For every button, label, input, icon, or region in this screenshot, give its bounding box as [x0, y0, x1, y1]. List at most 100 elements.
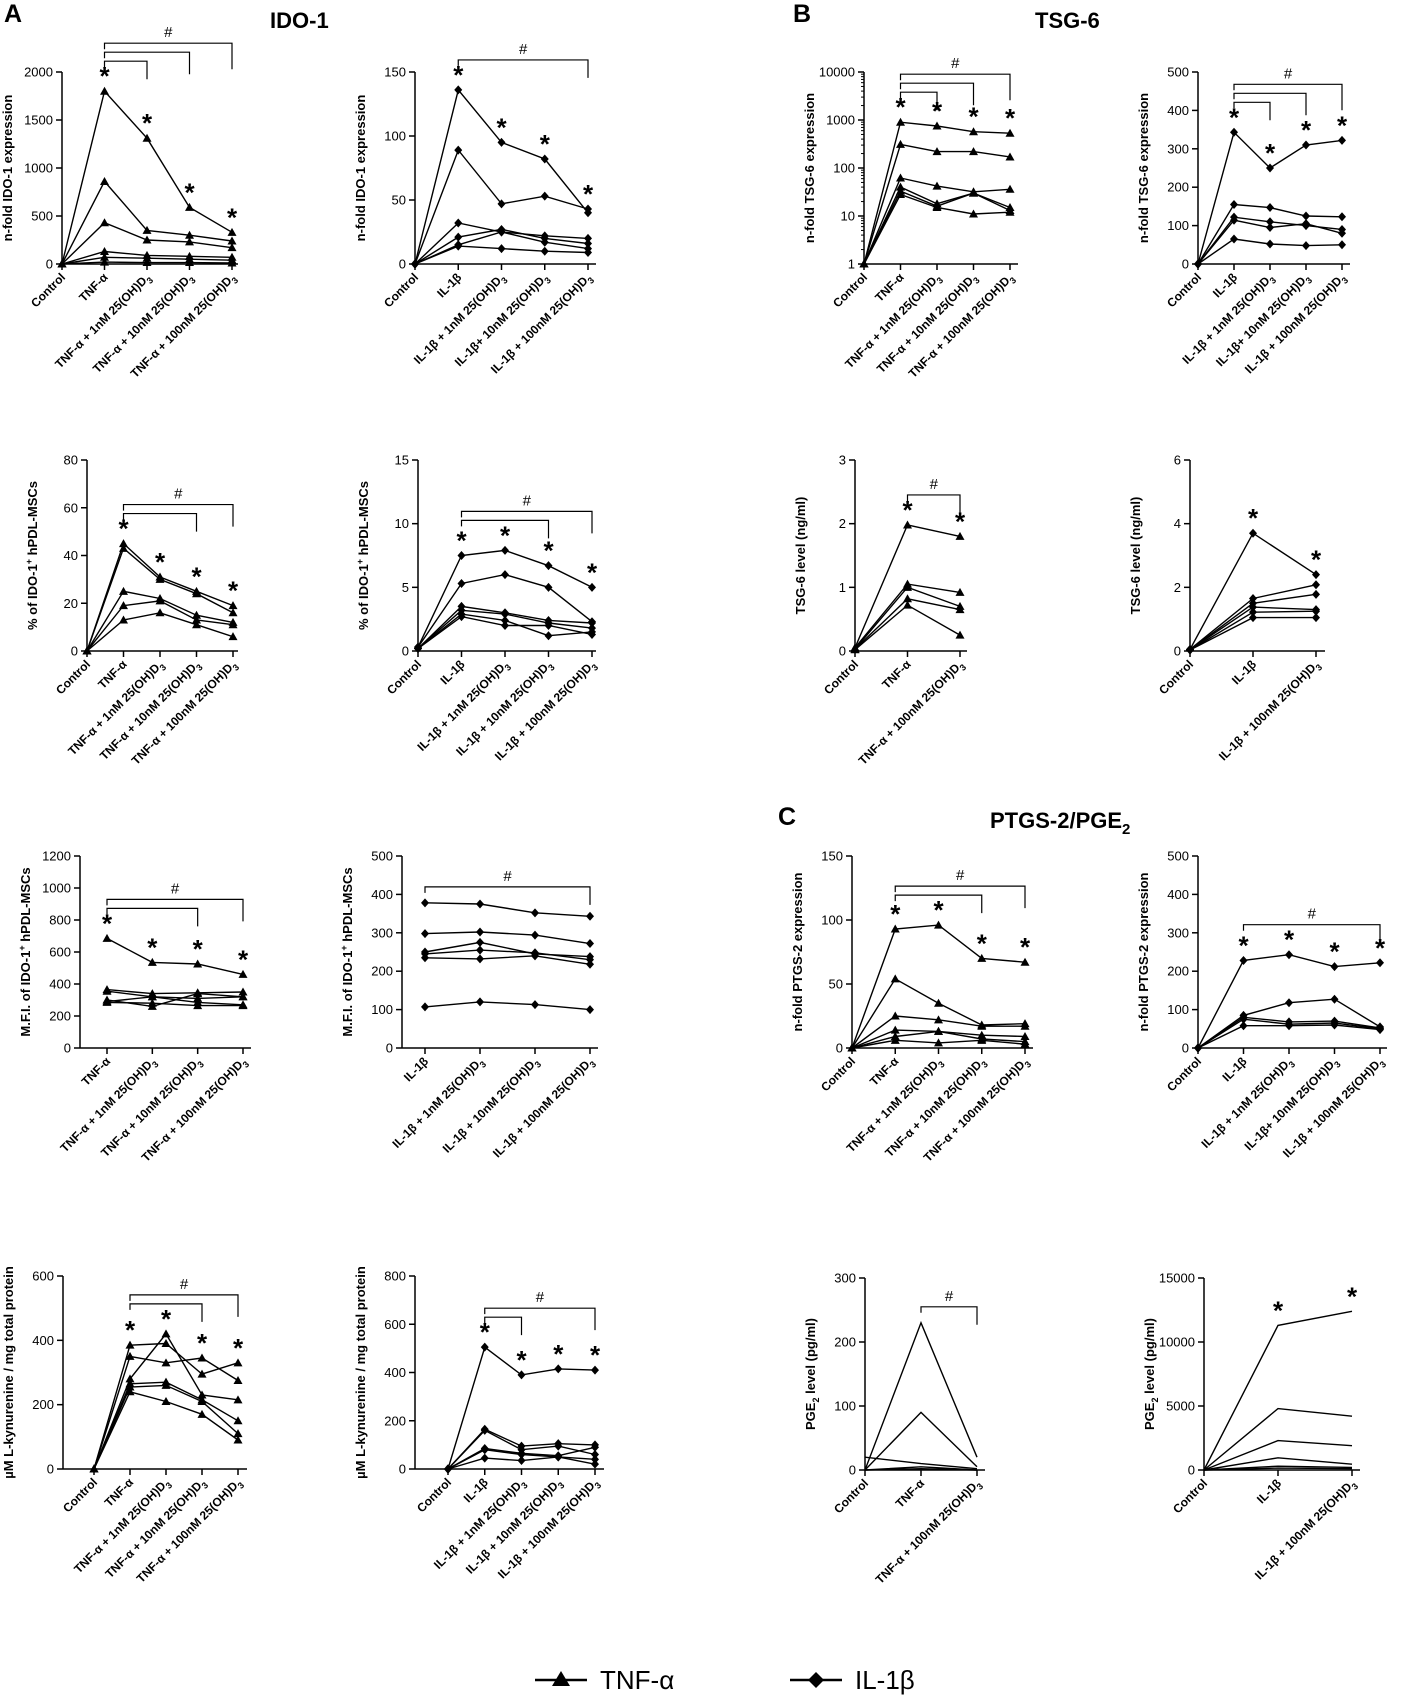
x-category-text: IL-1β+ 10nM 25(OH)D [1242, 1058, 1338, 1154]
y-tick-label: 1000 [42, 881, 71, 896]
triangle-marker [100, 176, 109, 185]
diamond-marker [497, 137, 506, 147]
x-category-text: TNF-α [79, 1054, 114, 1089]
significance-star: * [583, 179, 594, 209]
bracket-label: # [519, 41, 528, 58]
y-axis-label: PGE2 level (pg/ml) [803, 1318, 821, 1430]
triangle-marker [227, 243, 237, 252]
triangle-marker [238, 969, 248, 978]
comparison-bracket [103, 42, 233, 70]
diamond-marker [421, 953, 429, 963]
x-category-subscript: 3 [195, 1059, 206, 1070]
triangle-marker [238, 1001, 248, 1010]
significance-star: * [1311, 545, 1322, 575]
series-line [864, 1467, 978, 1471]
y-axis-label: µM L-kynurenine / mg total protein [353, 1266, 368, 1479]
series [102, 997, 248, 1010]
triangle-marker [161, 1358, 171, 1367]
diamond-marker [421, 929, 429, 939]
x-category-subscript: 3 [1287, 1059, 1298, 1070]
diamond-marker [476, 899, 484, 909]
series [414, 612, 596, 653]
y-tick-label: 800 [384, 1269, 406, 1284]
triangle-marker [896, 173, 905, 182]
comparison-bracket [460, 510, 593, 534]
legend: TNF-α IL-1β [535, 1665, 915, 1695]
y-axis-label: TSG-6 level (ng/ml) [793, 497, 808, 615]
x-category-subscript: 3 [1332, 1059, 1343, 1070]
x-category-text: Control [53, 657, 93, 697]
chart-tsg_mrna_il1b: 0 100 200 300 400 500 n-fold TSG-6 expression C… [1136, 65, 1351, 377]
x-category-subscript: 3 [145, 275, 156, 286]
x-category-text: TNF-α + 100nM 25(OH)D [873, 1480, 980, 1587]
diamond-marker [501, 609, 509, 619]
x-category-text: IL-1β [1229, 657, 1259, 687]
significance-star: * [453, 60, 464, 90]
y-tick-label: 0 [1188, 1463, 1195, 1478]
triangle-marker [934, 1015, 943, 1024]
triangle-marker [969, 188, 978, 197]
x-category-subscript: 3 [1340, 275, 1351, 286]
diamond-marker [540, 237, 549, 247]
series-line [1203, 1439, 1353, 1471]
comparison-bracket [106, 907, 199, 927]
triangle-marker [119, 601, 128, 610]
bracket-label: # [1308, 906, 1317, 923]
x-category-label: IL-1β [437, 657, 467, 687]
comparison-bracket [457, 59, 589, 78]
x-category-text: Control [830, 270, 870, 310]
significance-star: * [155, 547, 166, 577]
triangle-marker [977, 1035, 987, 1044]
y-tick-label: 1200 [42, 849, 71, 864]
diamond-marker [544, 561, 553, 571]
series-line [1189, 532, 1317, 650]
series [864, 1411, 978, 1471]
x-category-text: Control [28, 270, 68, 310]
y-axis-label-part: M.F.I. of IDO-1 [18, 951, 33, 1037]
significance-star: * [1301, 115, 1312, 145]
x-category-subscript: 3 [200, 1480, 211, 1491]
x-category-label: IL-1β [461, 1475, 491, 1505]
legend-item-tnf: TNF-α [535, 1665, 674, 1695]
significance-star: * [99, 61, 110, 91]
bracket-label: # [536, 1289, 545, 1306]
triangle-marker [192, 615, 201, 624]
y-tick-label: 0 [849, 1463, 856, 1478]
triangle-marker [100, 257, 109, 266]
x-category-label: Control [830, 270, 870, 310]
triangle-marker [228, 620, 238, 629]
triangle-marker [233, 1435, 243, 1444]
diamond-marker [1330, 962, 1339, 972]
bracket-label: # [164, 24, 173, 41]
x-category-label: IL-1β [1219, 1054, 1249, 1084]
y-axis-label-script: 2 [1150, 1397, 1160, 1402]
diamond-marker [1230, 199, 1238, 209]
y-tick-label: 5000 [1166, 1399, 1195, 1414]
chart-tsg_prot_tnf: 0 1 2 3 TSG-6 level (ng/ml) Control TNF-αTNF-α… [793, 453, 969, 768]
x-category-label: IL-1β + 100nM 25(OH)D3 [490, 1054, 598, 1162]
triangle-marker [155, 596, 165, 605]
diamond-marker [476, 997, 484, 1007]
x-category-label: TNF-α [872, 270, 907, 305]
diamond-marker [454, 85, 463, 95]
diamond-marker [1285, 998, 1293, 1008]
significance-star: * [161, 1304, 172, 1334]
x-category-subscript: 3 [1304, 275, 1315, 286]
x-category-subscript: 3 [958, 662, 969, 673]
diamond-marker [454, 232, 463, 242]
diamond-marker [414, 643, 422, 653]
x-category-label: Control [821, 657, 861, 697]
bracket-label: # [180, 1276, 189, 1293]
triangle-marker [233, 1358, 243, 1367]
y-axis-label-part: hPDL-MSCs [340, 867, 355, 945]
triangle-marker [932, 147, 942, 156]
comparison-bracket [460, 519, 550, 539]
diamond-marker [411, 259, 419, 269]
triangle-marker [147, 992, 157, 1001]
diamond-marker [1266, 203, 1274, 213]
x-category-label: IL-1β + 1nM 25(OH)D3 [389, 1054, 488, 1153]
triangle-marker [161, 1329, 171, 1338]
triangle-marker [896, 190, 905, 199]
